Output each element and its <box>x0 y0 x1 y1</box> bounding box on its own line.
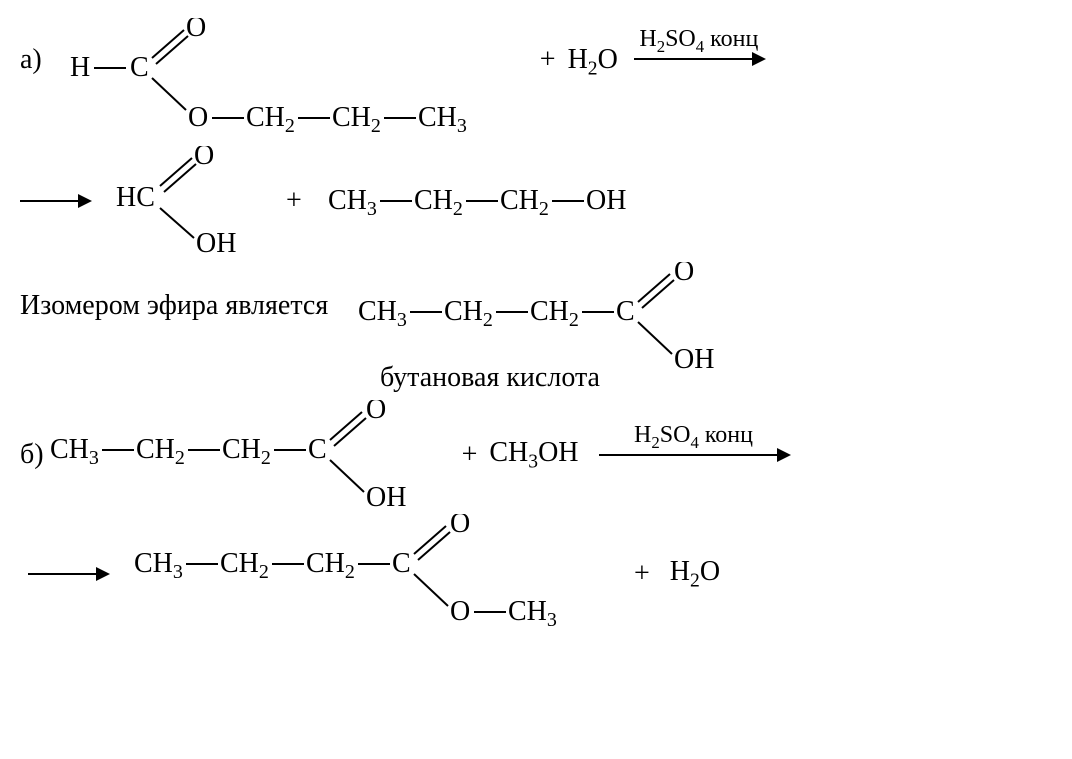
bb-ch3: CH3 <box>50 434 99 469</box>
plus-b2: + <box>634 558 650 590</box>
propyl-formate-svg: H C O O CH2 CH2 CH3 <box>60 18 480 158</box>
atom-fa-O: O <box>194 146 214 171</box>
methyl-butanoate-svg: CH3 CH2 CH2 C O O CH3 <box>134 514 614 634</box>
row-a-line2: HC O OH + CH3 CH2 CH2 OH <box>20 146 1052 256</box>
row-b-line1: б) CH3 CH2 CH2 C O OH + CH3OH H2SO4 конц <box>20 400 1052 510</box>
but-OH: OH <box>674 344 714 372</box>
bond-c-o <box>152 78 186 110</box>
but-ch2-2: CH2 <box>530 296 579 331</box>
propanol: CH3 CH2 CH2 OH <box>328 181 688 221</box>
mb-O-link: O <box>450 596 470 627</box>
prop-ch2-1: CH2 <box>414 185 463 220</box>
atom-H: H <box>70 52 90 83</box>
formic-acid: HC O OH <box>110 146 260 256</box>
but-O: O <box>674 262 694 287</box>
bond-bb-oh <box>330 460 364 492</box>
arrow-a2 <box>20 200 90 202</box>
label-a: а) <box>20 44 42 76</box>
atom-C: C <box>130 52 149 83</box>
prop-oh: OH <box>586 185 626 216</box>
arrow-a1-label: H2SO4 H2SO4 концконц <box>634 26 764 57</box>
mb-O: O <box>450 514 470 539</box>
butanoic-acid-b: CH3 CH2 CH2 C O OH <box>50 400 450 510</box>
atom-O-link: O <box>188 102 208 133</box>
atom-ch2-1: CH2 <box>246 102 295 137</box>
but-ch2-1: CH2 <box>444 296 493 331</box>
arrow-b2 <box>28 573 108 575</box>
atom-O-dbl: O <box>186 18 206 43</box>
but-ch3: CH3 <box>358 296 407 331</box>
ch3oh: CH3OH <box>489 437 578 474</box>
atom-ch3: CH3 <box>418 102 467 137</box>
mb-ch2-2: CH2 <box>306 548 355 583</box>
but-C: C <box>616 296 635 327</box>
mb-och3: CH3 <box>508 596 557 631</box>
bb-ch2-2: CH2 <box>222 434 271 469</box>
label-b: б) <box>20 439 44 471</box>
bb-O: O <box>366 400 386 425</box>
butanoic-acid: CH3 CH2 CH2 C O OH <box>358 262 758 372</box>
arrow-a1: H2SO4 H2SO4 концконц <box>634 58 764 60</box>
bond-mb-o <box>414 574 448 606</box>
isomer-text: Изомером эфира является <box>20 290 328 322</box>
plus-a2: + <box>286 185 302 217</box>
propyl-formate: H C O O CH2 CH2 CH3 <box>60 18 480 158</box>
methyl-butanoate: CH3 CH2 CH2 C O O CH3 <box>134 514 614 634</box>
row-isomer: Изомером эфира является CH3 CH2 CH2 C O … <box>20 262 1052 372</box>
butanoic-svg: CH3 CH2 CH2 C O OH <box>358 262 758 372</box>
arrow-b1: H2SO4 конц <box>599 454 789 456</box>
bb-ch2-1: CH2 <box>136 434 185 469</box>
plus-a1: + <box>540 44 556 76</box>
atom-ch2-2: CH2 <box>332 102 381 137</box>
atom-fa-OH: OH <box>196 228 236 256</box>
h2o-a1: H2O <box>568 44 618 81</box>
bond-fa-oh <box>160 208 194 238</box>
bb-C: C <box>308 434 327 465</box>
mb-ch2-1: CH2 <box>220 548 269 583</box>
arrow-b1-label: H2SO4 конц <box>599 422 789 453</box>
butanoic-block: CH3 CH2 CH2 C O OH <box>358 262 758 372</box>
butanoic-b-svg: CH3 CH2 CH2 C O OH <box>50 400 450 510</box>
h2o-b2: H2O <box>670 556 720 593</box>
row-a-line1: а) H C O O CH2 CH2 CH3 + H2O H2SO4 H2SO4… <box>20 18 1052 158</box>
plus-b1: + <box>462 439 478 471</box>
atom-HC: HC <box>116 182 155 213</box>
prop-ch2-2: CH2 <box>500 185 549 220</box>
mb-ch3: CH3 <box>134 548 183 583</box>
bb-OH: OH <box>366 482 406 510</box>
propanol-svg: CH3 CH2 CH2 OH <box>328 181 688 221</box>
formic-acid-svg: HC O OH <box>110 146 260 256</box>
bond-but-oh <box>638 322 672 354</box>
row-b-line2: CH3 CH2 CH2 C O O CH3 + H2O <box>20 514 1052 634</box>
mb-C: C <box>392 548 411 579</box>
prop-ch3: CH3 <box>328 185 377 220</box>
